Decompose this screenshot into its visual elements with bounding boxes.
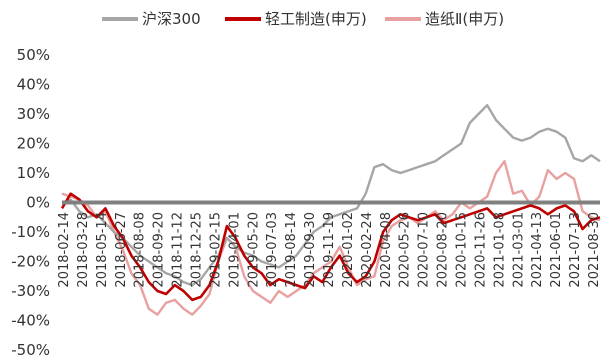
x-tick-label: 2020-11-26 [473,212,488,288]
x-tick-label: 2020-10-15 [455,212,470,288]
x-tick-label: 2018-02-14 [57,212,72,288]
y-tick-label: 20% [17,135,50,153]
y-tick-label: -20% [11,253,50,271]
x-tick-label: 2021-04-13 [530,212,545,288]
series-line-hs300 [61,103,601,287]
x-tick-label: 2018-05-14 [95,212,110,288]
x-tick-label: 2018-06-27 [114,212,129,288]
x-tick-label: 2020-08-20 [436,212,451,288]
x-tick-label: 2019-07-03 [265,212,280,288]
x-tick-label: 2018-03-28 [76,212,91,288]
x-tick-label: 2018-11-12 [171,212,186,288]
x-tick-label: 2018-12-25 [190,212,205,288]
y-tick-label: -50% [11,341,50,355]
x-tick-label: 2019-11-19 [322,212,337,288]
y-tick-label: 30% [17,105,50,123]
y-tick-label: -10% [11,223,50,241]
legend-label-light-industry: 轻工制造(申万) [265,10,367,28]
x-tick-label: 2021-08-30 [587,212,602,288]
x-axis: 2018-02-14 2018-03-28 2018-05-14 2018-06-27… [57,212,602,288]
legend-label-hs300: 沪深300 [142,10,201,28]
y-tick-label: 40% [17,76,50,94]
x-tick-label: 2021-01-08 [492,212,507,288]
x-tick-label: 2019-05-20 [246,212,261,288]
x-tick-label: 2021-03-01 [511,212,526,288]
x-tick-label: 2020-07-10 [417,212,432,288]
series-line-paper [61,159,601,316]
legend: 沪深300 轻工制造(申万) 造纸Ⅱ(申万) [102,10,504,28]
x-tick-label: 2019-09-30 [303,212,318,288]
y-axis: 50% 40% 30% 20% 10% 0% -10% -20% -30% -40% -50% [11,46,50,355]
y-tick-label: 0% [26,194,50,212]
y-tick-label: -40% [11,312,50,330]
x-tick-label: 2020-02-24 [360,212,375,288]
x-tick-label: 2021-07-13 [568,212,583,288]
x-tick-label: 2018-09-20 [152,212,167,288]
x-tick-label: 2019-04-01 [227,212,242,288]
x-tick-label: 2019-02-15 [208,212,223,288]
x-tick-label: 2020-01-02 [341,212,356,288]
x-tick-label: 2021-06-01 [549,212,564,288]
x-tick-label: 2018-08-08 [133,212,148,288]
legend-label-paper: 造纸Ⅱ(申万) [425,10,504,28]
plot-area [60,103,601,316]
y-tick-label: 50% [17,46,50,64]
x-tick-label: 2019-08-14 [284,212,299,288]
x-tick-label: 2020-05-26 [398,212,413,288]
x-tick-label: 2020-04-08 [379,212,394,288]
y-tick-label: 10% [17,164,50,182]
series-line-light-industry [60,192,601,302]
y-tick-label: -30% [11,282,50,300]
